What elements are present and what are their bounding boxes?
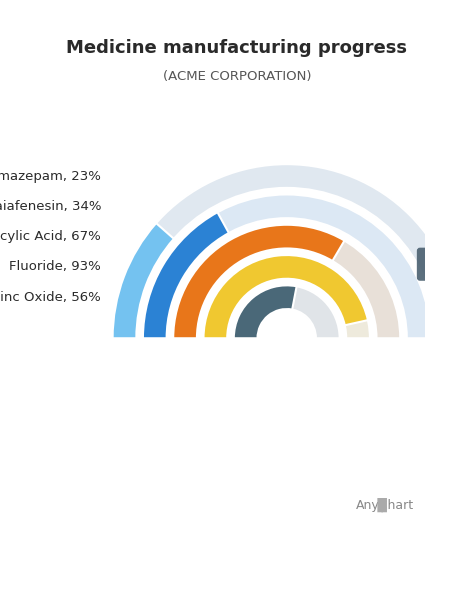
Text: Fluoride, 93%: Fluoride, 93%	[9, 260, 101, 273]
Wedge shape	[143, 195, 430, 338]
Wedge shape	[173, 224, 400, 338]
Text: Zinc Oxide, 56%: Zinc Oxide, 56%	[0, 291, 101, 304]
Text: Value:  23: Value: 23	[426, 257, 474, 271]
Wedge shape	[113, 164, 461, 338]
Text: Medicine manufacturing progress: Medicine manufacturing progress	[66, 39, 408, 57]
Wedge shape	[203, 255, 370, 338]
Text: Salicylic Acid, 67%: Salicylic Acid, 67%	[0, 230, 101, 243]
Text: Guaiafenesin, 34%: Guaiafenesin, 34%	[0, 200, 101, 213]
Text: Temazepam, 23%: Temazepam, 23%	[0, 170, 101, 183]
Wedge shape	[234, 285, 297, 338]
Wedge shape	[143, 213, 229, 338]
Text: AnyChart: AnyChart	[356, 499, 414, 512]
Wedge shape	[234, 285, 340, 338]
Text: (ACME CORPORATION): (ACME CORPORATION)	[163, 70, 311, 83]
Wedge shape	[113, 223, 174, 338]
Wedge shape	[173, 224, 345, 338]
FancyBboxPatch shape	[417, 248, 474, 281]
Wedge shape	[203, 255, 368, 338]
Text: ▐▌: ▐▌	[372, 498, 393, 512]
